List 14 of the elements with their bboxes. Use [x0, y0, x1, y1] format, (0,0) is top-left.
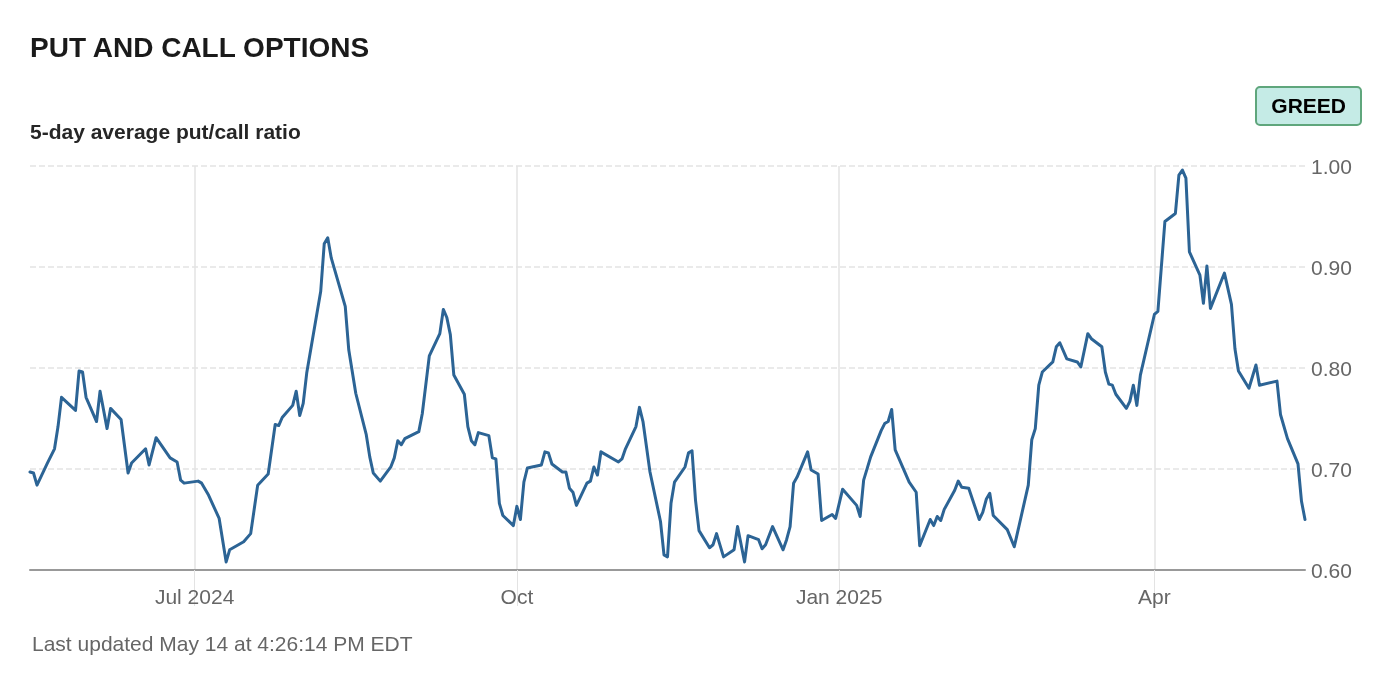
y-tick-label: 0.60 — [1311, 558, 1352, 582]
y-tick-label: 0.80 — [1311, 356, 1352, 380]
x-tick-label: Jan 2025 — [795, 585, 883, 608]
x-tick-label: Oct — [500, 585, 534, 608]
text: GREED — [1255, 86, 1362, 126]
y-tick-label: 1.00 — [1311, 154, 1352, 178]
text: Last updated May 14 at 4:26:14 PM EDT — [32, 632, 413, 656]
line-series — [28, 168, 1307, 564]
x-tick-label: Apr — [1138, 585, 1171, 608]
chart-title: PUT AND CALL OPTIONS — [30, 32, 370, 64]
x-tick-label: Jul 2024 — [154, 585, 235, 608]
y-tick-label: 0.70 — [1311, 457, 1352, 481]
chart-subtitle: 5-day average put/call ratio — [30, 120, 301, 144]
y-tick-label: 0.90 — [1311, 255, 1352, 279]
